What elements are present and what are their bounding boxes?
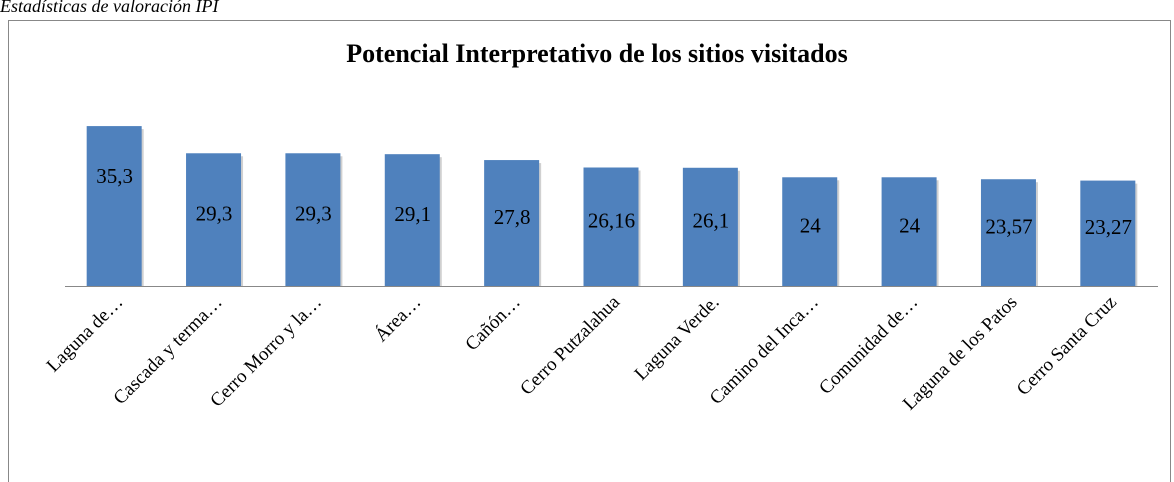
chart-title: Potencial Interpretativo de los sitios v…	[346, 39, 847, 68]
x-tick-label: Laguna de…	[43, 292, 128, 377]
x-tick-label: Cerro Morro y la…	[206, 292, 326, 412]
value-label: 35,3	[96, 164, 133, 188]
bar	[980, 179, 1036, 286]
value-label: 23,57	[985, 214, 1032, 238]
caption: Estadísticas de valoración IPI	[0, 0, 219, 16]
bar	[583, 167, 639, 286]
bar	[782, 177, 838, 286]
value-label: 26,16	[588, 209, 635, 233]
x-tick-label: Cascada y terma…	[110, 292, 227, 409]
x-tick-label: Laguna Verde.	[631, 292, 724, 385]
bar	[86, 126, 142, 286]
bar	[285, 153, 341, 286]
x-tick-label: Cerro Putzalahua	[516, 291, 624, 399]
value-label: 29,1	[394, 202, 431, 226]
x-tick-label: Camino del Inca…	[706, 292, 823, 409]
bar	[1080, 180, 1136, 286]
value-label: 23,27	[1085, 215, 1132, 239]
x-tick-label: Área…	[370, 291, 425, 346]
value-label: 29,3	[295, 201, 332, 225]
bar	[682, 167, 738, 286]
value-label: 27,8	[494, 205, 531, 229]
bar	[384, 154, 440, 286]
x-tick-label: Cerro Santa Cruz	[1013, 292, 1121, 400]
chart-frame	[8, 20, 1171, 482]
value-label: 24	[899, 213, 921, 237]
bar	[186, 153, 242, 286]
bar	[881, 177, 937, 286]
value-label: 24	[800, 213, 822, 237]
value-label: 26,1	[692, 209, 729, 233]
value-label: 29,3	[196, 201, 233, 225]
x-tick-label: Comunidad de…	[815, 292, 922, 399]
bar	[484, 160, 540, 286]
x-tick-label: Cañón…	[461, 292, 524, 355]
